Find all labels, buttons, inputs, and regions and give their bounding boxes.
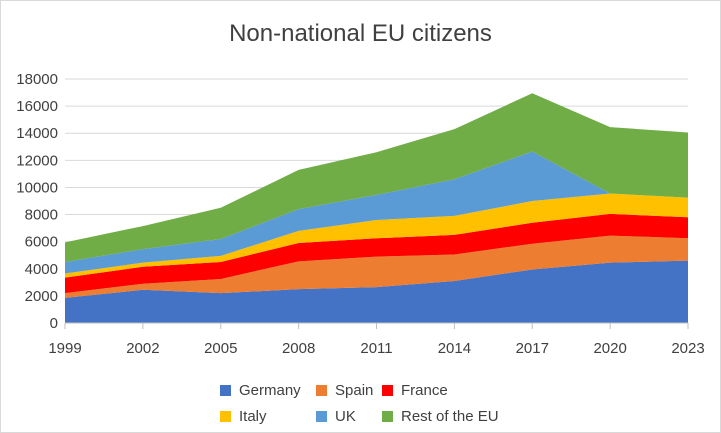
- x-tick-label: 2008: [282, 340, 315, 357]
- x-tick-label: 2014: [438, 340, 471, 357]
- x-tick-label: 2017: [516, 340, 549, 357]
- x-tick-label: 2002: [126, 340, 159, 357]
- y-tick-label: 8000: [25, 207, 58, 224]
- area-series-uk: [65, 151, 688, 274]
- x-tick-label: 2020: [593, 340, 626, 357]
- x-tick-label: 2023: [671, 340, 704, 357]
- area-series-spain: [65, 235, 688, 298]
- area-series-rest-of-the-eu: [65, 93, 688, 262]
- y-tick-label: 18000: [16, 71, 58, 88]
- x-tick-label: 1999: [48, 340, 81, 357]
- y-tick-label: 4000: [25, 261, 58, 278]
- x-tick-label: 2005: [204, 340, 237, 357]
- area-series-france: [65, 213, 688, 294]
- chart-title: Non-national EU citizens: [229, 20, 492, 47]
- y-tick-label: 10000: [16, 179, 58, 196]
- y-tick-label: 14000: [16, 125, 58, 142]
- y-tick-label: 12000: [16, 152, 58, 169]
- area-series-italy: [65, 193, 688, 278]
- area-series-germany: [65, 260, 688, 323]
- y-tick-label: 16000: [16, 98, 58, 115]
- y-tick-label: 6000: [25, 234, 58, 251]
- x-tick-label: 2011: [360, 340, 392, 357]
- y-tick-label: 0: [50, 315, 58, 332]
- y-tick-label: 2000: [25, 288, 58, 305]
